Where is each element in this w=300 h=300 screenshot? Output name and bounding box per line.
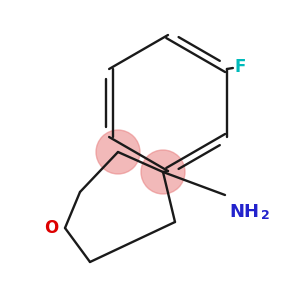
Text: 2: 2 [261, 209, 270, 222]
Text: O: O [44, 219, 58, 237]
Circle shape [141, 150, 185, 194]
Circle shape [96, 130, 140, 174]
Text: NH: NH [229, 203, 259, 221]
Text: F: F [235, 58, 246, 76]
